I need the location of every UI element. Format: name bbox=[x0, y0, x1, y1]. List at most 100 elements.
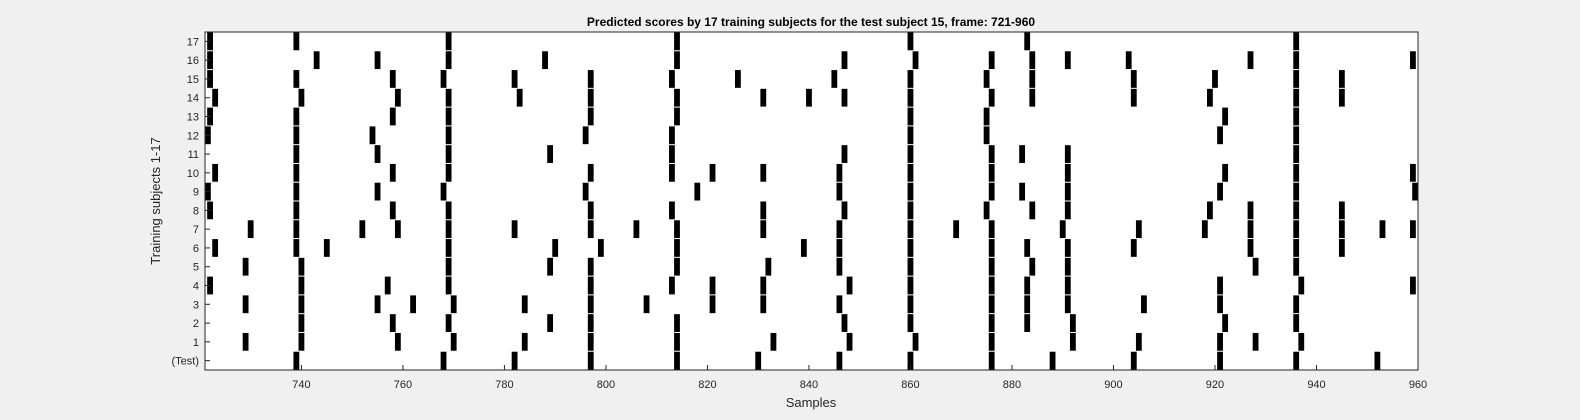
event-mark bbox=[912, 332, 919, 351]
event-mark bbox=[582, 126, 589, 145]
event-mark bbox=[836, 239, 843, 257]
event-mark bbox=[760, 295, 767, 314]
y-tick-label: 14 bbox=[187, 93, 199, 105]
event-mark bbox=[907, 70, 914, 88]
event-mark bbox=[389, 107, 396, 126]
event-mark bbox=[907, 276, 914, 295]
x-tick-label: 840 bbox=[800, 379, 818, 391]
event-mark bbox=[1293, 220, 1300, 239]
event-mark bbox=[1293, 126, 1300, 145]
event-mark bbox=[1217, 332, 1223, 351]
event-mark bbox=[440, 182, 447, 201]
x-tick-label: 760 bbox=[394, 379, 412, 391]
event-mark bbox=[1024, 32, 1031, 51]
event-mark bbox=[207, 276, 213, 295]
event-mark bbox=[983, 126, 990, 145]
event-mark bbox=[445, 276, 452, 295]
event-mark bbox=[841, 201, 848, 220]
event-mark bbox=[907, 220, 914, 239]
event-mark bbox=[1141, 295, 1147, 314]
event-mark bbox=[1222, 314, 1229, 332]
event-mark bbox=[1374, 351, 1381, 370]
event-mark bbox=[1298, 332, 1305, 351]
event-mark bbox=[674, 314, 680, 332]
event-mark bbox=[445, 51, 452, 70]
x-axis-label: Samples bbox=[786, 395, 837, 410]
event-mark bbox=[806, 88, 812, 107]
event-mark bbox=[674, 107, 680, 126]
event-mark bbox=[394, 88, 401, 107]
event-mark bbox=[988, 51, 995, 70]
event-mark bbox=[587, 257, 594, 276]
event-mark bbox=[755, 351, 762, 370]
event-mark bbox=[207, 32, 213, 51]
event-mark bbox=[450, 295, 457, 314]
event-mark bbox=[242, 332, 249, 351]
event-mark bbox=[694, 182, 701, 201]
event-mark bbox=[907, 163, 914, 182]
event-mark bbox=[907, 126, 914, 145]
event-mark bbox=[1130, 351, 1137, 370]
event-mark bbox=[440, 70, 447, 88]
event-mark bbox=[242, 257, 249, 276]
event-mark bbox=[207, 107, 213, 126]
event-mark bbox=[323, 239, 330, 257]
event-mark bbox=[445, 163, 452, 182]
event-mark bbox=[587, 220, 594, 239]
event-mark bbox=[1410, 51, 1416, 70]
event-mark bbox=[1069, 332, 1076, 351]
event-mark bbox=[1201, 220, 1208, 239]
event-mark bbox=[1293, 163, 1300, 182]
y-tick-label: 15 bbox=[187, 74, 199, 86]
event-mark bbox=[384, 276, 391, 295]
x-tick-label: 880 bbox=[1003, 379, 1021, 391]
event-mark bbox=[587, 314, 594, 332]
event-mark bbox=[1338, 220, 1345, 239]
event-mark bbox=[587, 70, 594, 88]
event-mark bbox=[212, 163, 219, 182]
event-mark bbox=[389, 163, 396, 182]
event-mark bbox=[1217, 276, 1223, 295]
event-mark bbox=[760, 276, 767, 295]
event-mark bbox=[298, 276, 305, 295]
event-mark bbox=[587, 88, 594, 107]
event-mark bbox=[293, 201, 300, 220]
y-tick-label: (Test) bbox=[172, 356, 200, 368]
event-mark bbox=[293, 351, 300, 370]
event-mark bbox=[669, 70, 675, 88]
x-tick-label: 780 bbox=[495, 379, 513, 391]
event-mark bbox=[760, 201, 767, 220]
event-mark bbox=[298, 295, 305, 314]
event-mark bbox=[674, 332, 680, 351]
event-mark bbox=[907, 257, 914, 276]
event-mark bbox=[298, 88, 305, 107]
x-tick-label: 900 bbox=[1104, 379, 1122, 391]
event-mark bbox=[1252, 332, 1259, 351]
event-mark bbox=[1125, 51, 1132, 70]
event-mark bbox=[389, 314, 396, 332]
event-mark bbox=[445, 239, 452, 257]
event-mark bbox=[587, 295, 594, 314]
event-mark bbox=[674, 257, 680, 276]
x-axis-ticks: 740 760 780 800 820 840 860 880 900 920 940 960 bbox=[292, 365, 1427, 391]
event-mark bbox=[674, 220, 680, 239]
event-mark bbox=[1130, 70, 1137, 88]
chart-title: Predicted scores by 17 training subjects… bbox=[587, 15, 1035, 29]
event-mark bbox=[293, 126, 300, 145]
event-mark bbox=[988, 314, 995, 332]
event-mark bbox=[765, 257, 772, 276]
event-mark bbox=[907, 107, 914, 126]
event-mark bbox=[516, 88, 523, 107]
event-mark bbox=[907, 88, 914, 107]
x-tick-label: 920 bbox=[1206, 379, 1224, 391]
event-mark bbox=[1338, 88, 1345, 107]
event-mark bbox=[374, 51, 381, 70]
event-mark bbox=[1212, 70, 1218, 88]
event-mark bbox=[587, 201, 594, 220]
event-mark bbox=[212, 88, 219, 107]
event-mark bbox=[760, 220, 767, 239]
event-mark bbox=[212, 239, 219, 257]
event-mark bbox=[1410, 276, 1416, 295]
event-mark bbox=[1338, 239, 1345, 257]
event-mark bbox=[674, 239, 680, 257]
